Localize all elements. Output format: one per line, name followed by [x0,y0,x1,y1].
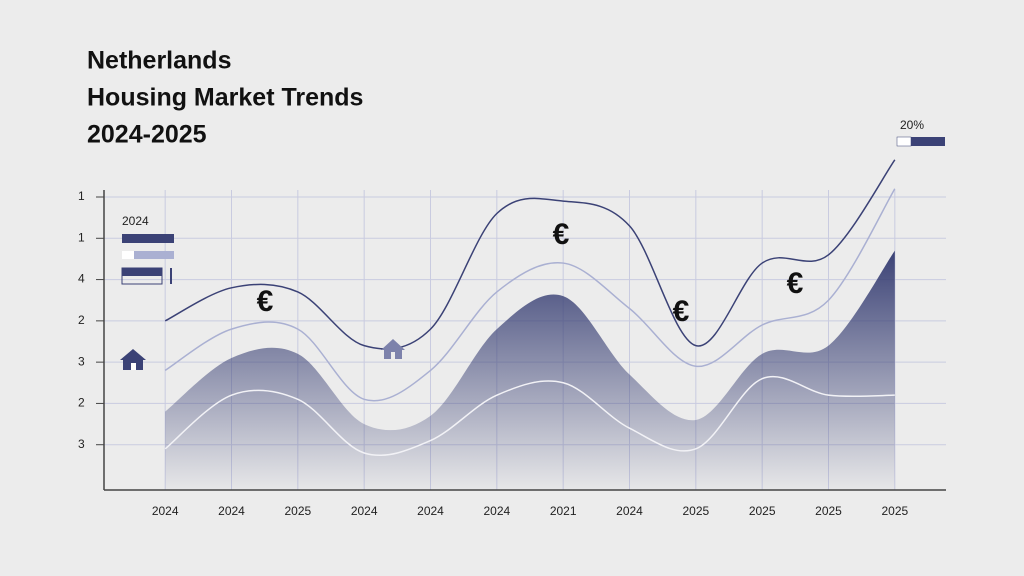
chart-title: Netherlands [87,47,231,75]
x-tick-label: 2024 [483,504,510,518]
legend-swatch [896,136,912,147]
chart-title: Housing Market Trends [87,84,363,112]
y-tick-label: 1 [78,230,85,244]
legend-swatch [122,234,174,243]
line [164,159,896,350]
y-tick-label: 3 [78,437,85,451]
house-icon [381,339,405,359]
plot-area: 1 1 4 2 3 2 3 2024 2024 2025 2024 2024 2024 2021 2024 2… [78,159,946,518]
line [164,188,896,402]
x-tick-label: 2025 [815,504,842,518]
y-tick-label: 3 [78,354,85,368]
legend: 20% [896,118,945,147]
chart-title: 2024-2025 [87,121,207,149]
x-tick-label: 2025 [749,504,776,518]
house-icon [120,349,146,370]
legend-label: 20% [900,118,924,132]
area [165,250,895,490]
annotation: € [787,267,804,300]
legend: 2024 [121,214,174,285]
line [164,376,895,457]
legend-swatch [122,268,162,276]
legend-swatch [122,251,174,259]
x-tick-label: 2025 [881,504,908,518]
legend-swatch [122,251,134,259]
legend-swatch [897,137,945,146]
x-tick-label: 2025 [682,504,709,518]
y-tick-label: 4 [78,272,85,286]
x-tick-label: 2024 [616,504,643,518]
x-tick-label: 2021 [550,504,577,518]
y-tick-label: 2 [78,396,85,410]
x-tick-label: 2024 [152,504,179,518]
x-tick-label: 2024 [351,504,378,518]
y-tick-label: 2 [78,313,85,327]
annotation: € [553,218,570,251]
x-tick-label: 2025 [284,504,311,518]
annotation: € [257,285,274,318]
annotation: € [673,295,690,328]
x-tick-label: 2024 [417,504,444,518]
legend-label: 2024 [122,214,149,228]
y-tick-label: 1 [78,189,85,203]
x-tick-label: 2024 [218,504,245,518]
